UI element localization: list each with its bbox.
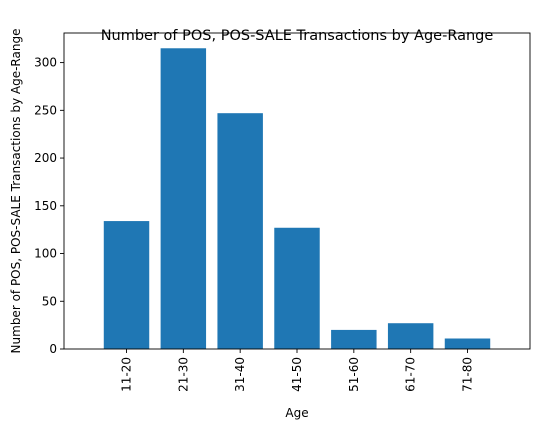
x-tick-label: 61-70 [404,357,418,392]
bar-71-80 [444,338,491,349]
x-tick-label: 41-50 [290,357,304,392]
x-tick-label: 21-30 [176,357,190,392]
y-axis-title: Number of POS, POS-SALE Transactions by … [9,29,23,354]
x-tick-label: 51-60 [347,357,361,392]
bars-group [103,48,491,350]
bar-11-20 [103,221,150,349]
y-tick-label: 0 [49,342,57,356]
x-tick-label: 11-20 [120,357,134,392]
plot-frame [63,32,531,350]
y-axis-ticks: 0 50 100 150 200 250 300 [34,56,64,356]
y-tick-label: 300 [34,56,57,70]
y-tick-label: 250 [34,103,57,117]
bar-41-50 [274,227,320,349]
y-tick-label: 150 [34,199,57,213]
y-tick-label: 200 [34,151,57,165]
y-tick-label: 100 [34,247,57,261]
bar-51-60 [331,329,377,349]
bar-21-30 [160,48,207,350]
x-tick-label: 71-80 [460,357,474,392]
x-tick-label: 31-40 [233,357,247,392]
x-axis-ticks: 11-20 21-30 31-40 41-50 51-60 61-70 71-80 [120,349,474,392]
bar-31-40 [217,113,263,349]
y-tick-label: 50 [42,294,57,308]
x-axis-title: Age [285,406,308,420]
chart-title: Number of POS, POS-SALE Transactions by … [101,28,494,44]
bar-61-70 [387,323,434,349]
